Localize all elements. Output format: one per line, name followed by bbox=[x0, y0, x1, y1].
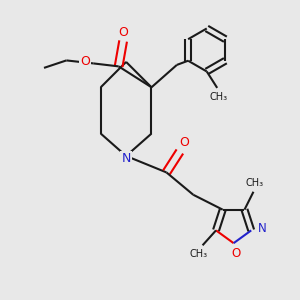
Text: O: O bbox=[118, 26, 128, 39]
Text: O: O bbox=[231, 247, 241, 260]
Text: N: N bbox=[258, 222, 267, 236]
Text: O: O bbox=[179, 136, 189, 149]
Text: N: N bbox=[122, 152, 131, 166]
Text: CH₃: CH₃ bbox=[246, 178, 264, 188]
Text: CH₃: CH₃ bbox=[190, 249, 208, 259]
Text: O: O bbox=[80, 56, 90, 68]
Text: CH₃: CH₃ bbox=[210, 92, 228, 102]
